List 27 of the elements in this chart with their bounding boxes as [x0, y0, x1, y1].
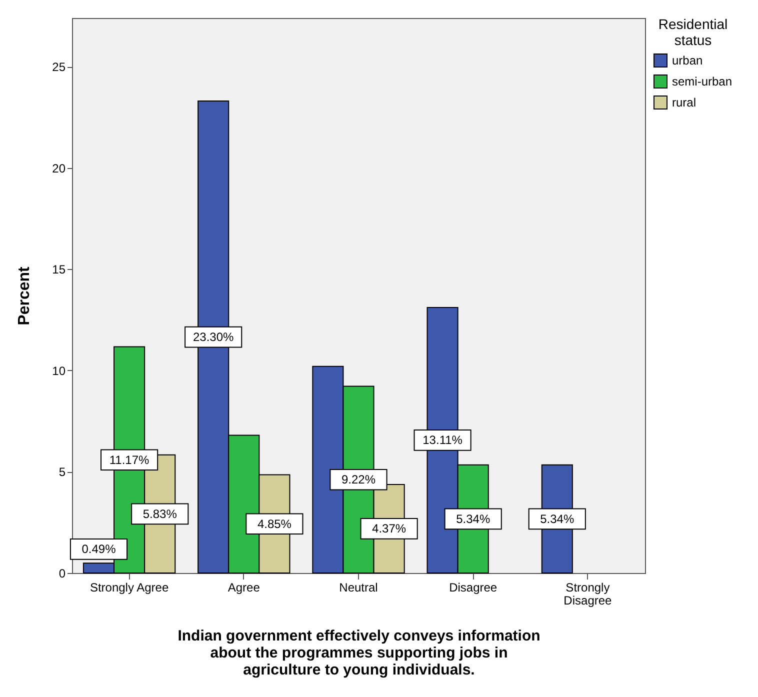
data-label: 4.85%: [257, 516, 292, 531]
data-label: 5.34%: [540, 512, 574, 526]
data-label: 5.34%: [456, 512, 490, 526]
data-label: 9.22%: [341, 472, 376, 487]
data-label: 4.37%: [372, 522, 406, 536]
data-label: 11.17%: [109, 452, 150, 467]
data-label: 5.83%: [142, 506, 178, 521]
x-axis-title: Indian government effectively conveys information about the programmes supporting jobs in agriculture to young individuals.: [178, 628, 540, 678]
y-tick-label: 0: [58, 566, 66, 580]
x-tick-label: Agree: [228, 580, 260, 594]
legend-label: urban: [672, 54, 703, 68]
x-tick-label: Strongly Agree: [90, 580, 169, 594]
y-tick-label: 15: [52, 262, 66, 277]
y-tick-label: 20: [52, 161, 66, 176]
data-label: 23.30%: [192, 330, 234, 344]
y-axis-title: Percent: [16, 266, 34, 326]
data-label: 0.49%: [82, 542, 116, 556]
y-tick-label: 10: [52, 364, 66, 378]
x-tick-label: Neutral: [339, 580, 378, 594]
legend-label: rural: [672, 96, 696, 110]
x-tick-label: Disagree: [449, 580, 498, 594]
legend-title: Residential status: [658, 16, 728, 48]
x-tick-label: Strongly Disagree: [564, 580, 612, 608]
y-tick-label: 5: [58, 465, 66, 480]
y-tick-label: 25: [52, 60, 66, 74]
data-label: 13.11%: [422, 433, 463, 448]
legend-label: semi-urban: [672, 74, 732, 88]
